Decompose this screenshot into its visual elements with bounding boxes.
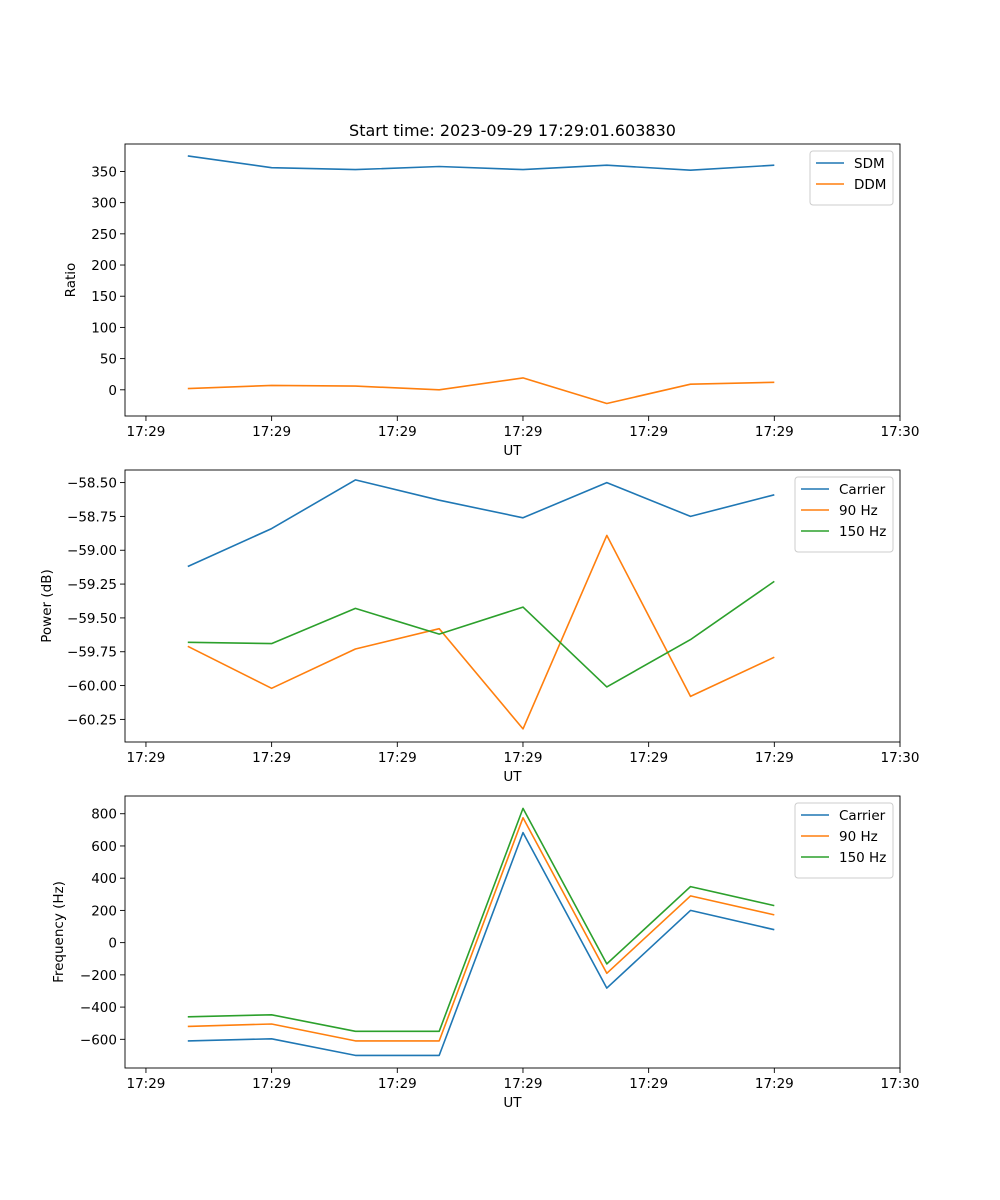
x-tick-label: 17:29 — [378, 1076, 417, 1092]
y-tick-label: 100 — [91, 320, 117, 336]
legend-label: 90 Hz — [839, 829, 878, 845]
y-tick-label: −60.25 — [67, 712, 117, 728]
y-tick-label: 200 — [91, 258, 117, 274]
legend: Carrier 90 Hz 150 Hz — [794, 802, 894, 879]
y-tick-label: 50 — [100, 352, 117, 368]
y-tick-label: −600 — [80, 1032, 117, 1048]
y-tick-label: −58.50 — [67, 476, 117, 492]
x-tick-label: 17:29 — [629, 1076, 668, 1092]
y-tick-label: −59.50 — [67, 611, 117, 627]
y-tick-label: 0 — [108, 383, 117, 399]
legend-box — [794, 802, 894, 879]
y-tick-label: −59.75 — [67, 645, 117, 661]
legend-box — [809, 150, 894, 206]
y-axis-label: Power (dB) — [39, 569, 55, 642]
series-line-sdm — [187, 155, 775, 171]
x-tick-label: 17:29 — [126, 424, 165, 440]
x-tick-label: 17:29 — [629, 424, 668, 440]
x-tick-label: 17:29 — [126, 750, 165, 766]
x-axis-label: UT — [503, 769, 522, 785]
y-axis-label: Frequency (Hz) — [51, 881, 67, 983]
series-line-ddm — [187, 377, 775, 405]
x-tick-label: 17:29 — [629, 750, 668, 766]
legend-box — [794, 476, 894, 553]
legend: SDM DDM — [809, 150, 894, 206]
x-axis-label: UT — [503, 443, 522, 459]
legend-label: DDM — [854, 177, 886, 193]
y-tick-label: 250 — [91, 227, 117, 243]
y-tick-label: −400 — [80, 1000, 117, 1016]
y-tick-label: −60.00 — [67, 679, 117, 695]
axes-frame — [124, 469, 901, 743]
subplot-1: Start time: 2023-09-29 17:29:01.603830 17… — [63, 121, 919, 459]
axes-frame — [124, 143, 901, 417]
series-line-carrier — [187, 831, 775, 1057]
x-tick-label: 17:29 — [126, 1076, 165, 1092]
series-line-90-hz — [187, 534, 775, 730]
subplot-2: 17:29 17:29 17:29 17:29 17:29 17:29 17:30 UT −60… — [39, 469, 920, 785]
x-tick-label: 17:29 — [504, 424, 543, 440]
series-line-150-hz — [187, 580, 775, 688]
x-tick-label: 17:29 — [378, 424, 417, 440]
x-tick-label: 17:29 — [378, 750, 417, 766]
x-tick-label: 17:29 — [755, 424, 794, 440]
y-tick-label: 400 — [91, 871, 117, 887]
y-axis-label: Ratio — [63, 263, 79, 298]
y-tick-label: 800 — [91, 807, 117, 823]
x-axis-label: UT — [503, 1095, 522, 1111]
y-tick-label: −59.25 — [67, 577, 117, 593]
y-tick-label: −59.00 — [67, 543, 117, 559]
x-tick-label: 17:29 — [252, 750, 291, 766]
x-tick-label: 17:29 — [252, 1076, 291, 1092]
series-line-carrier — [187, 479, 775, 568]
x-tick-label: 17:30 — [881, 1076, 920, 1092]
x-tick-label: 17:30 — [881, 424, 920, 440]
y-tick-label: 200 — [91, 903, 117, 919]
x-tick-label: 17:29 — [504, 750, 543, 766]
x-tick-label: 17:29 — [755, 750, 794, 766]
y-tick-label: 300 — [91, 196, 117, 212]
x-tick-label: 17:29 — [504, 1076, 543, 1092]
y-tick-label: 150 — [91, 289, 117, 305]
legend-label: Carrier — [839, 808, 886, 824]
y-tick-label: 0 — [108, 936, 117, 952]
subplot-3: 17:29 17:29 17:29 17:29 17:29 17:29 17:30 UT −60… — [51, 795, 920, 1111]
legend-label: 90 Hz — [839, 503, 878, 519]
series-line-90-hz — [187, 816, 775, 1042]
chart-title: Start time: 2023-09-29 17:29:01.603830 — [349, 121, 676, 140]
axes-frame — [124, 795, 901, 1069]
y-tick-label: −200 — [80, 968, 117, 984]
x-tick-label: 17:29 — [252, 424, 291, 440]
legend: Carrier 90 Hz 150 Hz — [794, 476, 894, 553]
series-line-150-hz — [187, 807, 775, 1033]
legend-label: SDM — [854, 156, 885, 172]
x-tick-label: 17:30 — [881, 750, 920, 766]
x-tick-label: 17:29 — [755, 1076, 794, 1092]
legend-label: 150 Hz — [839, 524, 886, 540]
legend-label: Carrier — [839, 482, 886, 498]
y-tick-label: −58.75 — [67, 509, 117, 525]
y-tick-label: 350 — [91, 164, 117, 180]
y-tick-label: 600 — [91, 839, 117, 855]
legend-label: 150 Hz — [839, 850, 886, 866]
